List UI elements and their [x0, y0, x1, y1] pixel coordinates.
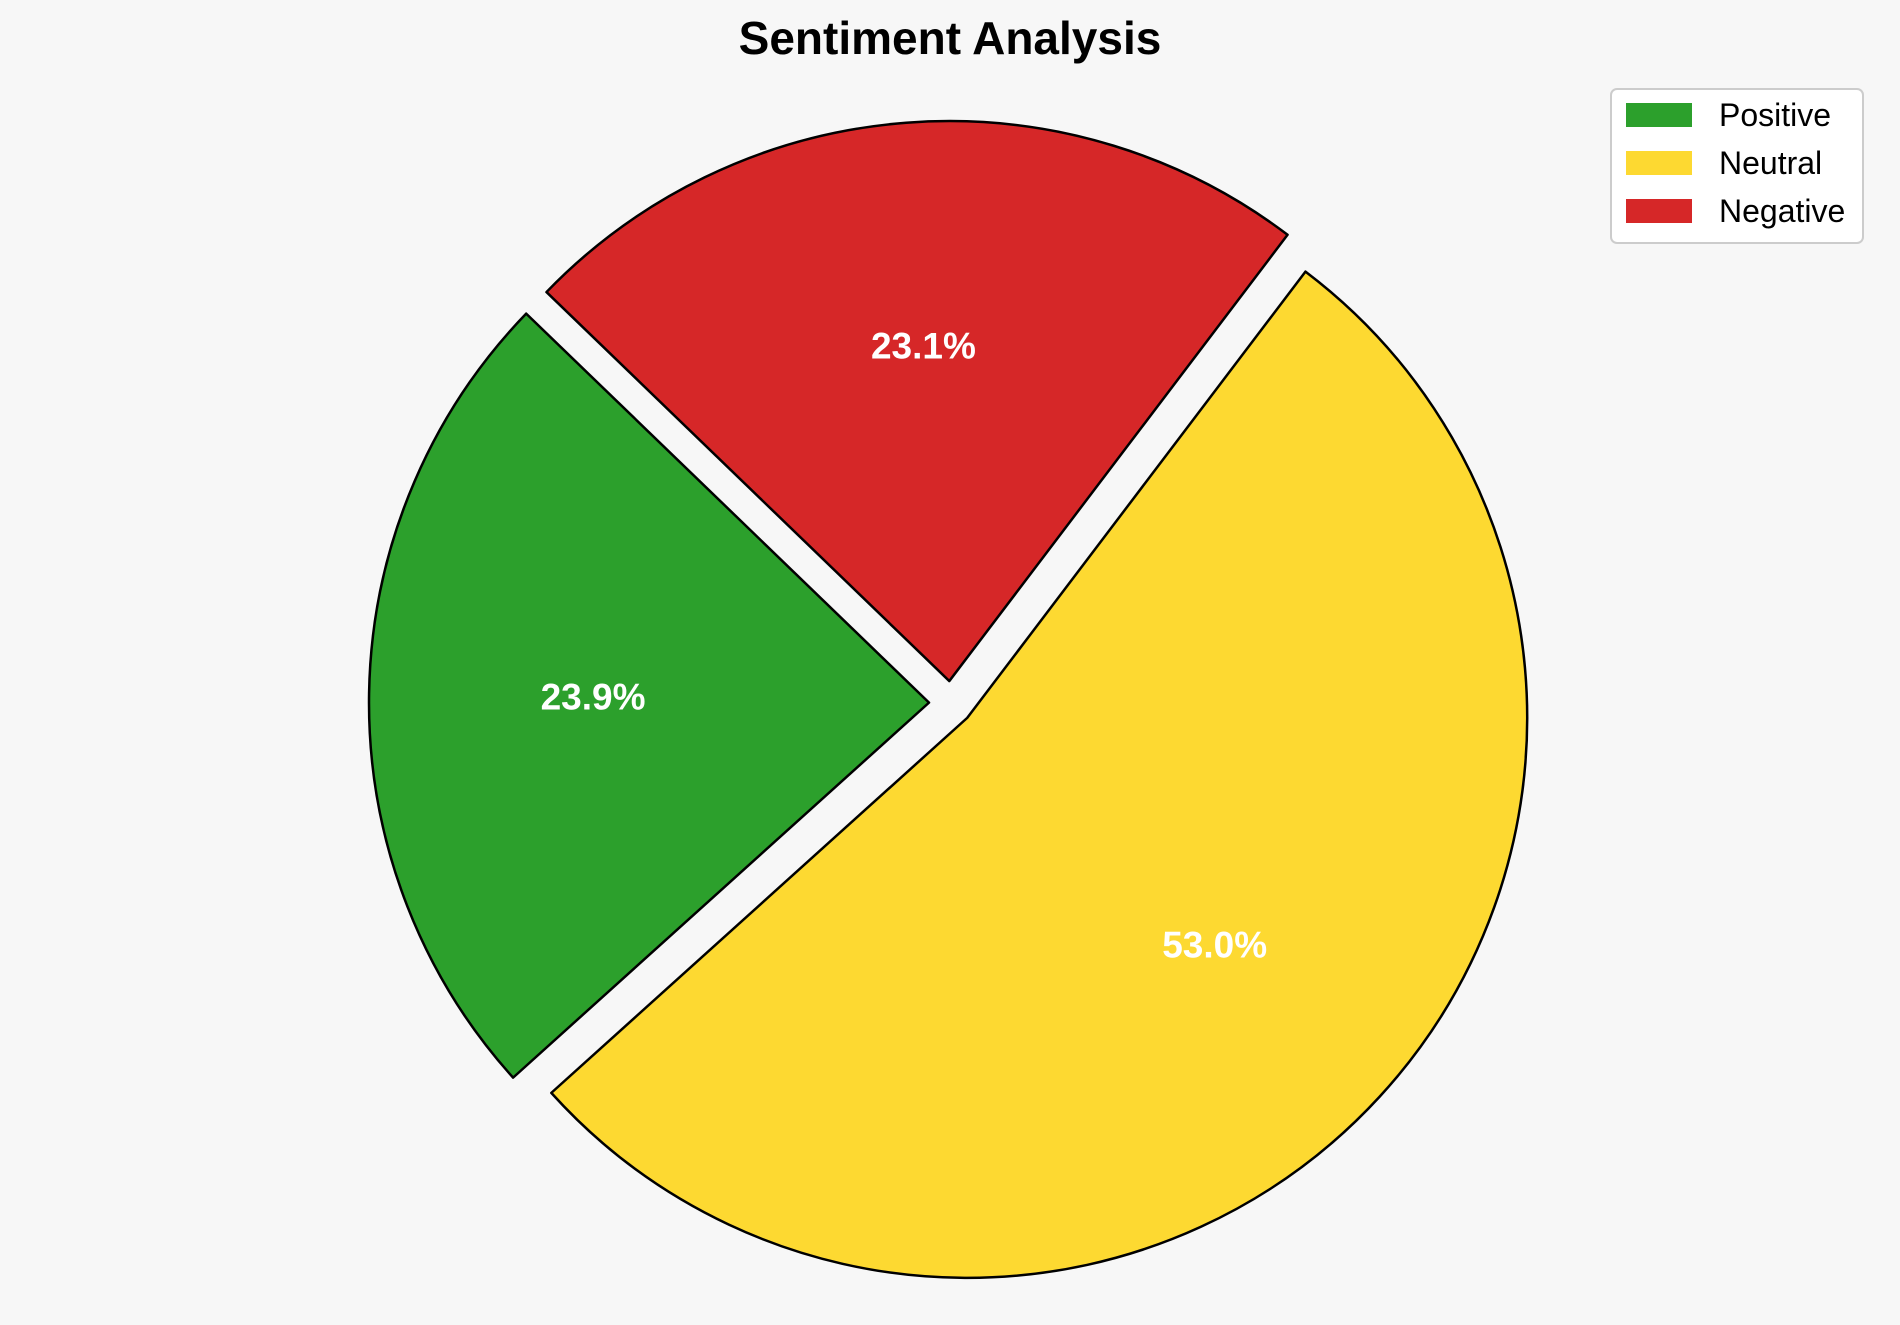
pie-slice-negative	[545, 119, 1289, 683]
legend-label-positive: Positive	[1719, 97, 1831, 133]
legend-label-negative: Negative	[1719, 193, 1845, 229]
pie-slice-labels: 23.9% 53.0% 23.1%	[541, 326, 1268, 966]
chart-legend: Positive Neutral Negative	[1610, 88, 1864, 244]
pie-slice-positive	[367, 312, 931, 1079]
pie-slices	[367, 119, 1529, 1280]
legend-swatch-positive	[1626, 103, 1692, 127]
slice-label-negative: 23.1%	[871, 326, 976, 367]
chart-title: Sentiment Analysis	[739, 12, 1162, 64]
legend-label-neutral: Neutral	[1719, 145, 1822, 181]
slice-label-neutral: 53.0%	[1162, 925, 1267, 966]
legend-swatch-neutral	[1626, 151, 1692, 175]
slice-label-positive: 23.9%	[541, 676, 646, 717]
legend-swatch-negative	[1626, 199, 1692, 223]
pie-slice-neutral	[550, 270, 1529, 1280]
